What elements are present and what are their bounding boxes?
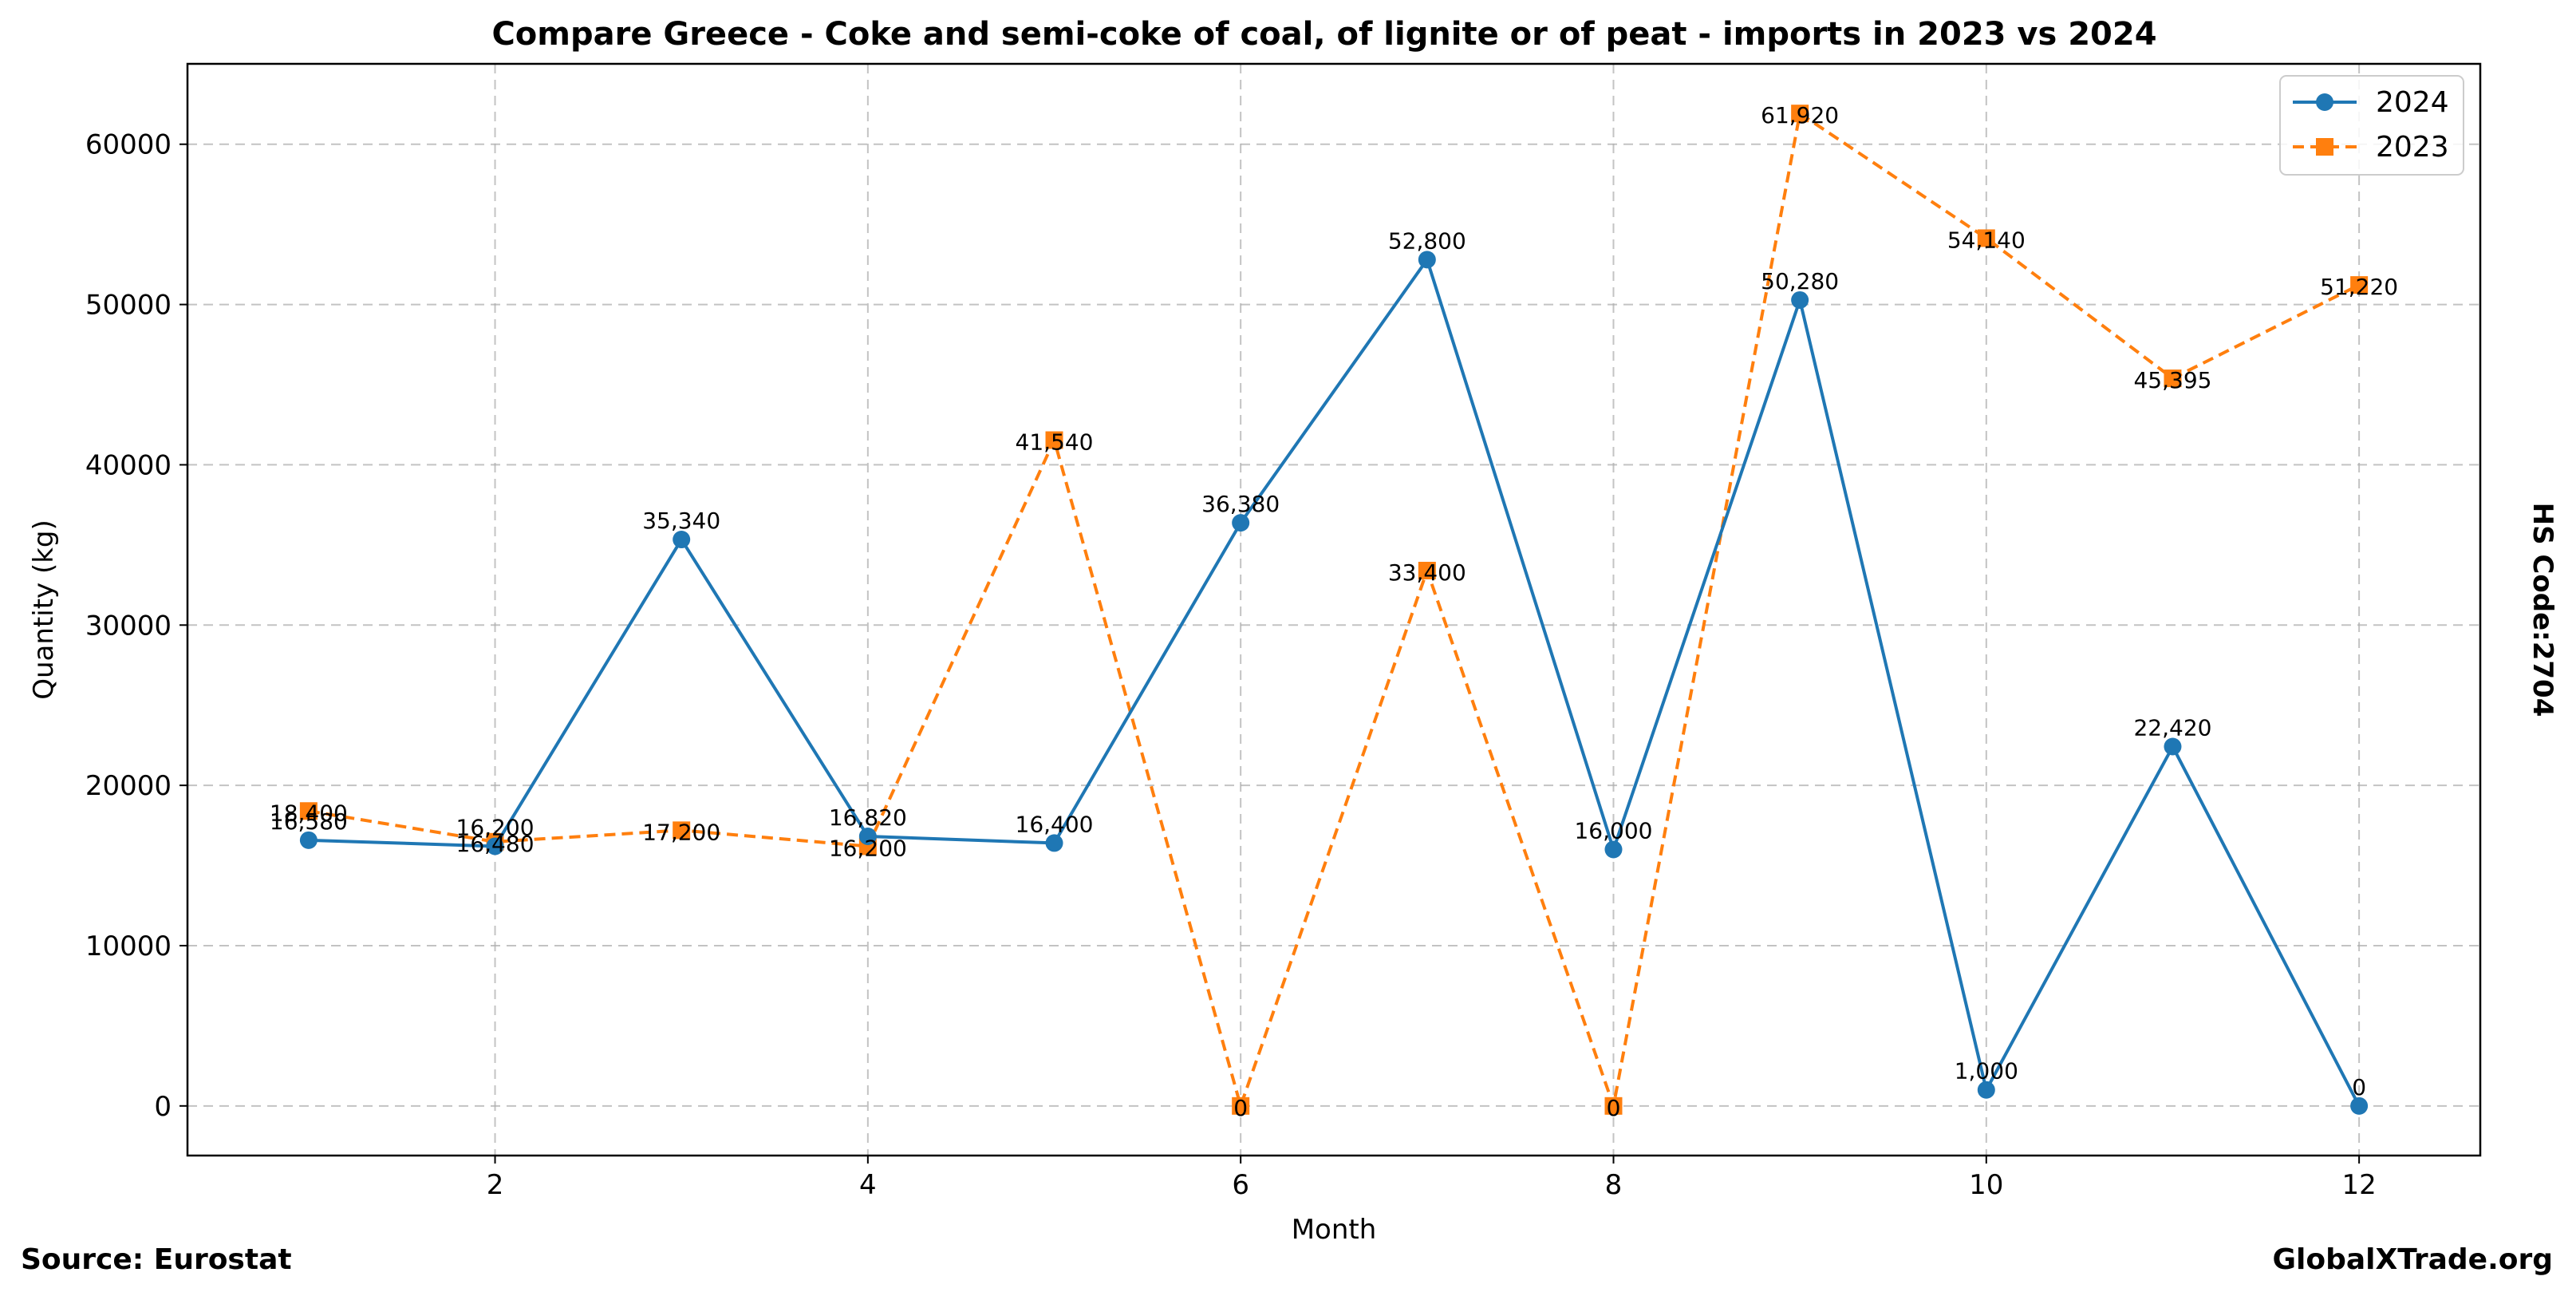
series-2023-point <box>2350 276 2369 294</box>
series-2024-data-label: 50,280 <box>1761 268 1839 294</box>
x-tick-label: 2 <box>487 1169 504 1201</box>
series-2024-data-label: 16,200 <box>456 814 535 840</box>
x-tick-label: 12 <box>2341 1169 2376 1201</box>
series-2023-data-label: 54,140 <box>1947 227 2026 253</box>
legend: 2024 2023 <box>2279 75 2464 176</box>
chart-title: Compare Greece - Coke and semi-coke of c… <box>491 16 2156 53</box>
series-2024-point <box>858 827 877 845</box>
series-2023-data-label: 41,540 <box>1016 429 1094 456</box>
series-2023-data-label: 33,400 <box>1388 559 1466 586</box>
x-tick-label: 8 <box>1605 1169 1623 1201</box>
series-2023-data-label: 0 <box>1233 1095 1248 1121</box>
series-2023-point <box>2164 369 2182 388</box>
plot-frame <box>186 62 2482 1157</box>
series-2024-data-label: 16,820 <box>829 804 907 831</box>
source-label: Source: Eurostat <box>21 1243 292 1276</box>
series-2023-line <box>308 112 2361 1108</box>
series-2024 <box>299 251 2369 1115</box>
series-2023-point <box>1232 1096 1250 1115</box>
series-2024-data-label: 52,800 <box>1388 227 1466 254</box>
y-axis-label: Quantity (kg) <box>28 520 60 700</box>
series-2024-data-label: 0 <box>2352 1074 2366 1100</box>
series-2023-data-label: 16,480 <box>456 831 535 857</box>
series-2024-point <box>1232 514 1250 532</box>
series-2023-point <box>1045 431 1063 449</box>
series-2023-data-label: 0 <box>1607 1095 1621 1121</box>
series-2024-line <box>308 258 2361 1107</box>
x-axis-label: Month <box>1292 1214 1377 1246</box>
series-2024-point <box>1045 834 1063 852</box>
series-2024-point <box>2164 737 2182 756</box>
series-2024-data-label: 16,000 <box>1574 817 1652 844</box>
y-tick-label: 10000 <box>85 931 172 962</box>
series-2024-data-label: 35,340 <box>642 508 720 534</box>
series-2024-point <box>486 837 504 855</box>
series-2024-point <box>1604 840 1623 859</box>
series-2023-data-label: 45,395 <box>2133 367 2211 393</box>
legend-marker-2024 <box>2316 93 2333 111</box>
y-tick-label: 50000 <box>85 290 172 322</box>
series-2024-point <box>1418 251 1436 269</box>
data-labels-layer: 16,580 16,200 35,340 16,820 16,400 36,380 52,8… <box>270 102 2398 1121</box>
series-2024-point <box>2350 1096 2369 1115</box>
brand-label: GlobalXTrade.org <box>2272 1243 2553 1276</box>
legend-label-2024: 2024 <box>2376 86 2449 119</box>
series-2024-data-label: 22,420 <box>2133 715 2211 741</box>
series-2023-data-label: 61,920 <box>1761 102 1839 128</box>
y-tick-label: 20000 <box>85 770 172 802</box>
ticks-layer: 2 4 6 8 10 12 0 10000 20000 30000 40000 50000 60000 <box>85 129 2377 1201</box>
series-2023-point <box>1418 561 1436 579</box>
series-2024-point <box>299 831 318 849</box>
x-tick-label: 4 <box>859 1169 877 1201</box>
y-tick-label: 40000 <box>85 449 172 481</box>
series-2024-data-label: 16,580 <box>270 808 348 835</box>
y-tick-label: 60000 <box>85 129 172 161</box>
y-tick-label: 30000 <box>85 610 172 642</box>
series-2023-point <box>299 802 318 820</box>
series-2023-data-label: 16,200 <box>829 835 907 861</box>
series-2023-data-label: 18,400 <box>270 800 348 826</box>
series-2023-point <box>1604 1096 1623 1115</box>
legend-label-2023: 2023 <box>2376 131 2449 164</box>
series-2024-data-label: 36,380 <box>1201 491 1280 517</box>
series-layer <box>299 105 2369 1115</box>
series-2023-data-label: 17,200 <box>642 819 720 845</box>
series-2023-data-label: 51,220 <box>2320 274 2398 300</box>
series-2024-data-label: 16,400 <box>1016 811 1094 837</box>
series-2024-point <box>673 531 691 549</box>
hs-code-label: HS Code:2704 <box>2527 503 2558 717</box>
y-tick-label: 0 <box>154 1091 172 1123</box>
series-2024-point <box>1791 290 1809 309</box>
series-2024-point <box>1977 1081 1995 1099</box>
x-tick-label: 6 <box>1232 1169 1249 1201</box>
series-2023-point <box>1977 229 1995 247</box>
series-2023-point <box>673 821 691 840</box>
x-tick-label: 10 <box>1969 1169 2003 1201</box>
series-2023-point <box>1791 105 1809 123</box>
series-2024-data-label: 1,000 <box>1955 1058 2018 1085</box>
legend-marker-2023 <box>2316 138 2333 156</box>
